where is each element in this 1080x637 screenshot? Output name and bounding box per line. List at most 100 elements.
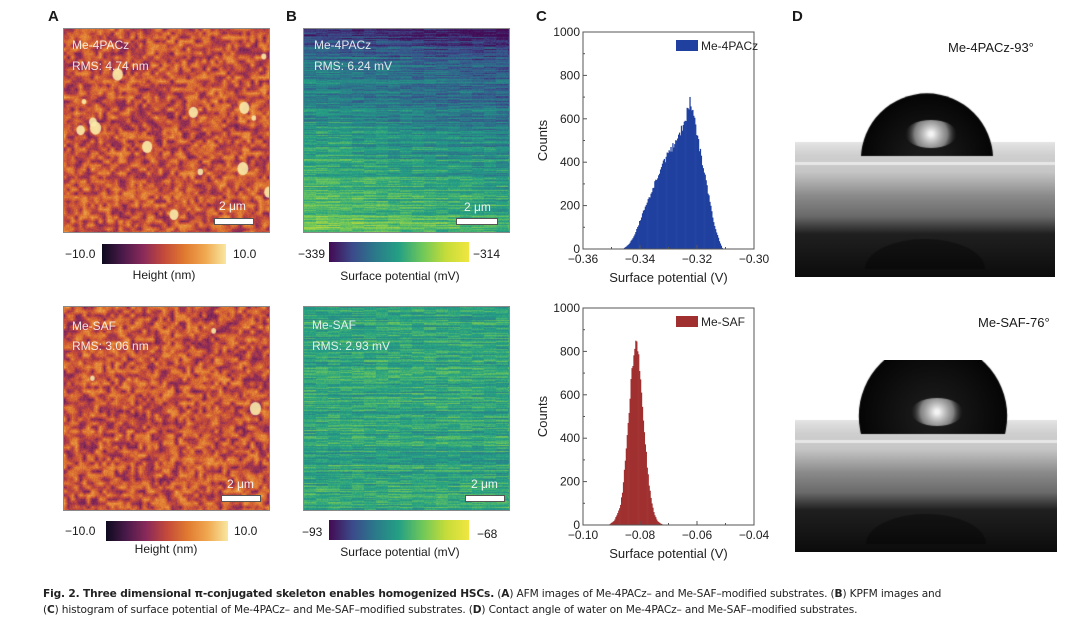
kpfm-potential-map <box>304 29 509 232</box>
histogram-bar <box>633 236 635 249</box>
histogram-bar <box>662 160 665 249</box>
histogram-bar <box>669 151 671 249</box>
histogram-bar <box>638 225 640 249</box>
colorbar-title: Surface potential (mV) <box>340 269 460 283</box>
x-tick-label: −0.30 <box>739 252 770 266</box>
histogram-bar <box>660 523 663 525</box>
histogram-bar <box>680 125 683 249</box>
water-droplet-photo <box>795 84 1055 277</box>
histogram-bar <box>655 179 657 249</box>
histogram-bar <box>648 485 650 525</box>
scale-bar <box>456 218 498 225</box>
afm-image-me-saf: Me-SAF RMS: 3.06 nm 2 μm <box>63 306 270 511</box>
histogram-me-4pacz: 0 200 400 600 800 1000 −0.36 −0.34 −0.32 −0.30 Sur… <box>535 25 770 285</box>
sample-label: Me-4PACz <box>314 38 372 52</box>
histogram-bar <box>618 510 620 525</box>
caption-letter: B <box>834 588 843 600</box>
legend-swatch <box>676 40 698 51</box>
caption-text: ) KPFM images and <box>842 588 942 600</box>
histogram-bar <box>654 515 656 525</box>
y-tick-label: 800 <box>560 68 580 82</box>
histogram-bar <box>643 209 646 249</box>
histogram-bar <box>682 125 684 249</box>
y-tick-label: 400 <box>560 431 580 445</box>
histogram-bar <box>653 512 655 525</box>
histogram-bar <box>630 240 632 249</box>
histogram-bar <box>706 185 708 249</box>
histogram-bar <box>678 132 681 249</box>
caption-letter: A <box>501 588 510 600</box>
afm-height-map <box>64 29 269 232</box>
caption-line-2: (C) histogram of surface potential of Me… <box>43 602 1073 618</box>
histogram-bar <box>639 220 641 249</box>
colorbar-title: Surface potential (mV) <box>340 545 460 559</box>
x-tick-label: −0.36 <box>568 252 599 266</box>
histogram-bar <box>630 379 632 525</box>
histogram-bar <box>694 117 696 249</box>
histogram-bar <box>622 482 625 525</box>
histogram-bar <box>711 211 713 249</box>
x-tick-label: −0.32 <box>682 252 713 266</box>
histogram-bar <box>674 144 676 249</box>
sample-label: Me-4PACz <box>72 38 130 52</box>
plot-frame <box>582 307 755 526</box>
y-tick-label: 200 <box>560 475 580 489</box>
panel-letter-a: A <box>48 8 59 25</box>
histogram-bar <box>689 96 691 249</box>
histogram-bar <box>715 229 717 249</box>
caption-text: ( <box>494 588 502 600</box>
histogram-bar <box>636 228 638 249</box>
histogram-bar <box>719 243 722 249</box>
histogram-bar <box>628 243 630 249</box>
caption-letter: D <box>472 604 482 616</box>
colorbar-min: −93 <box>302 525 323 539</box>
histogram-bar <box>710 205 712 249</box>
colorbar-title: Height (nm) <box>134 542 198 556</box>
histogram-bar <box>721 247 723 249</box>
histogram-bar <box>625 246 627 249</box>
caption-title: Fig. 2. Three dimensional π-conjugated s… <box>43 588 495 600</box>
histogram-bar <box>643 432 646 525</box>
caption-line-1: Fig. 2. Three dimensional π-conjugated s… <box>43 586 1073 602</box>
histogram-bar <box>649 490 651 525</box>
caption-text: ) Contact angle of water on Me-4PACz– an… <box>481 604 858 616</box>
histogram-bar <box>646 467 648 525</box>
contact-angle-label-me-saf: Me-SAF-76° <box>978 315 1050 330</box>
histogram-bar <box>684 120 686 249</box>
x-axis-label: Surface potential (V) <box>609 546 728 561</box>
histogram-bar <box>642 210 645 249</box>
histogram-bar <box>639 371 641 525</box>
histogram-bar <box>627 422 629 525</box>
histogram-bar <box>656 179 658 249</box>
histogram-bar <box>660 167 663 249</box>
sample-label: Me-SAF <box>312 318 357 332</box>
histogram-bar <box>641 406 644 525</box>
x-tick-label: −0.04 <box>739 528 770 542</box>
colorbar-min: −10.0 <box>65 524 96 538</box>
scale-bar <box>221 495 261 502</box>
histogram-bar <box>697 135 699 249</box>
histogram-bar <box>647 474 649 525</box>
histogram-bar <box>679 135 682 249</box>
histogram-bar <box>661 163 664 249</box>
histogram-bar <box>696 135 698 249</box>
histogram-bar <box>626 435 628 525</box>
histogram-bar <box>615 517 617 525</box>
histogram-bar <box>621 497 623 525</box>
histogram-bar <box>635 340 637 525</box>
scale-bar-label: 2 μm <box>227 477 254 491</box>
colorbar-title: Height (nm) <box>132 268 196 282</box>
histogram-bar <box>653 187 655 249</box>
kpfm-image-me-saf: Me-SAF RMS: 2.93 mV 2 μm <box>303 306 510 511</box>
histogram-bar <box>625 448 627 525</box>
histogram-bar <box>664 162 666 249</box>
histogram-bar <box>659 522 661 525</box>
rms-label: RMS: 6.24 mV <box>314 59 393 73</box>
rms-label: RMS: 2.93 mV <box>312 339 391 353</box>
histogram-bar <box>678 134 680 249</box>
histogram-bar <box>670 146 672 249</box>
histogram-bar <box>713 222 715 249</box>
histogram-bar <box>631 239 633 249</box>
afm-height-map <box>64 307 269 510</box>
histogram-bar <box>683 121 685 249</box>
